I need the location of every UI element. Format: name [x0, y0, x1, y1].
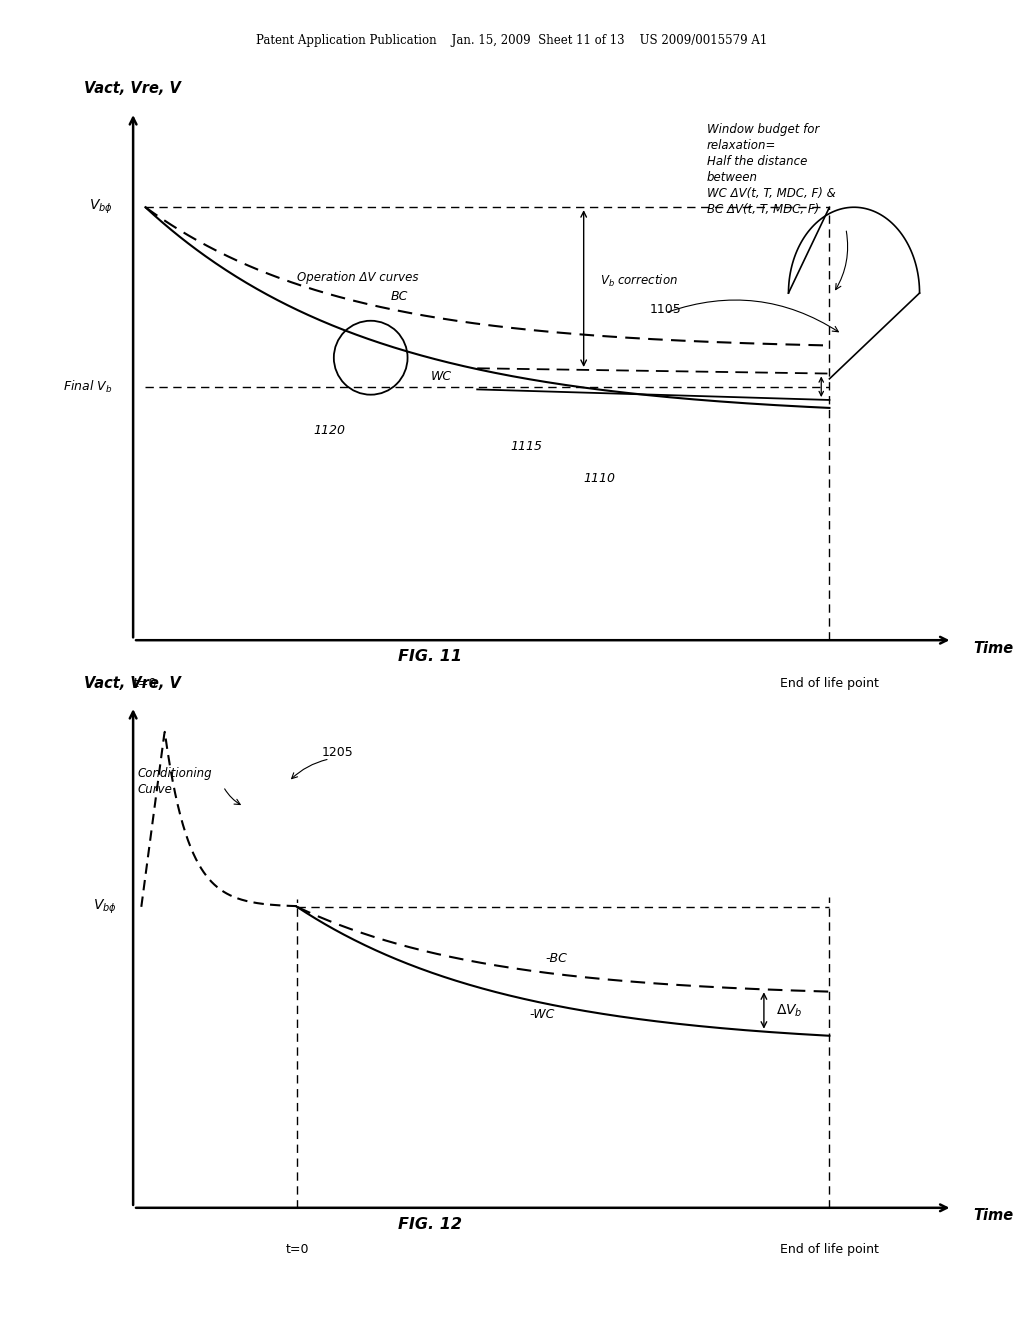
Text: Vact, Vre, V: Vact, Vre, V	[84, 676, 181, 692]
Text: FIG. 12: FIG. 12	[398, 1217, 462, 1232]
Text: Time: Time	[973, 1208, 1013, 1222]
Text: -WC: -WC	[529, 1008, 555, 1022]
Text: WC: WC	[431, 370, 453, 383]
Text: Patent Application Publication    Jan. 15, 2009  Sheet 11 of 13    US 2009/00155: Patent Application Publication Jan. 15, …	[256, 34, 768, 48]
Text: End of life point: End of life point	[780, 1243, 879, 1255]
Text: 1115: 1115	[510, 440, 542, 453]
Text: 1105: 1105	[649, 302, 681, 315]
Text: FIG. 11: FIG. 11	[398, 649, 462, 664]
Text: Window budget for
relaxation=
Half the distance
between
WC ΔV(t, T, MDC, F) &
BC: Window budget for relaxation= Half the d…	[707, 123, 836, 215]
Text: t=0: t=0	[286, 1243, 308, 1255]
Text: 1120: 1120	[313, 424, 345, 437]
Text: t=0: t=0	[134, 677, 157, 690]
Text: -BC: -BC	[546, 952, 567, 965]
Text: 1205: 1205	[322, 746, 353, 759]
Text: $V_{b\phi}$: $V_{b\phi}$	[93, 898, 117, 916]
Text: Vact, Vre, V: Vact, Vre, V	[84, 82, 181, 96]
Text: BC: BC	[390, 290, 408, 304]
Text: Conditioning
Curve: Conditioning Curve	[137, 767, 212, 796]
Text: 1110: 1110	[584, 471, 615, 484]
Text: $V_b$ correction: $V_b$ correction	[600, 273, 678, 289]
Text: End of life point: End of life point	[780, 677, 879, 690]
Text: Time: Time	[973, 640, 1013, 656]
Text: Operation ΔV curves: Operation ΔV curves	[297, 271, 419, 284]
Text: $V_{b\phi}$: $V_{b\phi}$	[89, 198, 113, 216]
Text: Final $V_b$: Final $V_b$	[63, 379, 113, 395]
Text: $\Delta V_b$: $\Delta V_b$	[776, 1002, 803, 1019]
